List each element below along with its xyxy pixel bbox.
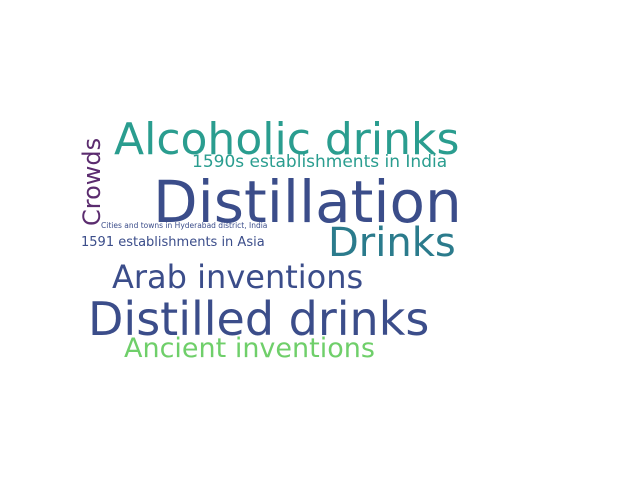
word-arab-inventions: Arab inventions	[112, 258, 364, 296]
word-distilled-drinks: Distilled drinks	[88, 292, 430, 346]
word-1591-establishments-in-asia: 1591 establishments in Asia	[81, 235, 265, 250]
word-alcoholic-drinks: Alcoholic drinks	[114, 114, 460, 165]
word-cities-and-towns-in-hyderabad-district-india: Cities and towns in Hyderabad district, …	[101, 221, 268, 230]
word-distillation: Distillation	[153, 168, 462, 236]
word-crowds: Crowds	[78, 137, 106, 226]
word-1590s-establishments-in-india: 1590s establishments in India	[192, 152, 448, 172]
word-drinks: Drinks	[328, 220, 456, 266]
word-ancient-inventions: Ancient inventions	[124, 333, 375, 364]
